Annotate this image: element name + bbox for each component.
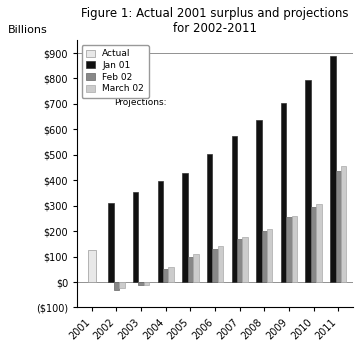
Bar [163, 269, 168, 282]
Bar [292, 216, 297, 282]
Bar [168, 267, 174, 282]
Bar [119, 282, 125, 288]
Bar [88, 250, 96, 282]
Bar [218, 246, 223, 282]
Bar [231, 136, 237, 282]
Bar [158, 181, 163, 282]
Y-axis label: Billions: Billions [8, 25, 47, 35]
Bar [341, 166, 346, 282]
Bar [242, 237, 248, 282]
Bar [237, 239, 242, 282]
Bar [306, 80, 311, 282]
Text: Projections:: Projections: [114, 98, 167, 107]
Bar [188, 256, 193, 282]
Bar [330, 56, 336, 282]
Bar [316, 204, 322, 282]
Bar [193, 254, 198, 282]
Bar [336, 171, 341, 282]
Bar [133, 192, 138, 282]
Bar [108, 203, 114, 282]
Bar [138, 282, 144, 285]
Bar [267, 229, 273, 282]
Title: Figure 1: Actual 2001 surplus and projections
for 2002-2011: Figure 1: Actual 2001 surplus and projec… [81, 7, 349, 35]
Bar [182, 173, 188, 282]
Bar [207, 154, 212, 282]
Legend: Actual, Jan 01, Feb 02, March 02: Actual, Jan 01, Feb 02, March 02 [82, 45, 149, 98]
Bar [311, 207, 316, 282]
Bar [286, 217, 292, 282]
Bar [256, 120, 262, 282]
Bar [262, 231, 267, 282]
Bar [212, 249, 218, 282]
Bar [144, 282, 149, 285]
Bar [281, 103, 286, 282]
Bar [114, 282, 119, 290]
